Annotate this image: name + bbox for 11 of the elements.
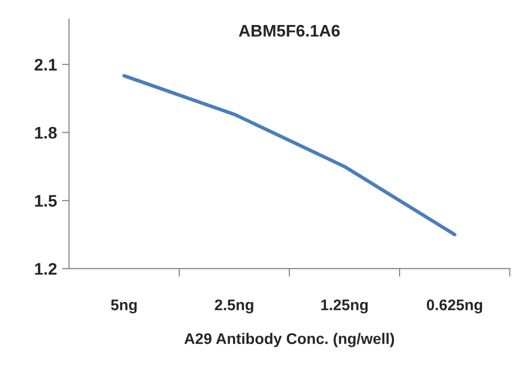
x-tick-label: 1.25ng <box>321 299 368 314</box>
x-tick-label: 0.625ng <box>426 299 482 314</box>
line-series <box>122 74 456 236</box>
x-axis-title: A29 Antibody Conc. (ng/well) <box>184 332 394 348</box>
y-tick-label: 1.8 <box>35 126 57 139</box>
y-tick-label: 1.2 <box>35 263 57 275</box>
chart-title: ABM5F6.1A6 <box>238 24 340 37</box>
y-tick-label: 2.1 <box>34 58 57 70</box>
x-tick-label: 5ng <box>111 300 137 314</box>
x-tick-label: 2.5ng <box>214 299 254 314</box>
y-tick-label: 1.5 <box>35 195 57 207</box>
